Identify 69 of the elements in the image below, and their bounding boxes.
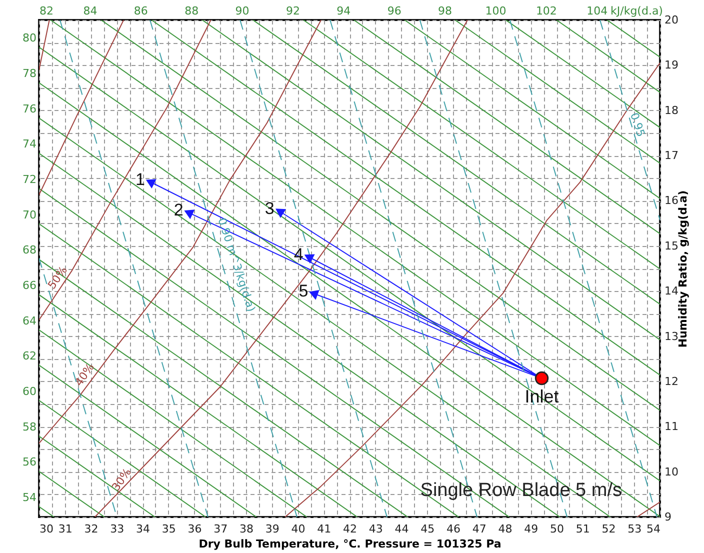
x-tick-label: 32 [84,522,98,536]
y-tick-label: 54 [22,491,36,504]
x-tick-label: 48 [498,522,512,536]
x2-tick-label: 104 [586,4,608,18]
x2-tick-label: 98 [438,4,452,18]
y-tick-label: 74 [22,138,36,151]
y2-tick-label: 14 [664,284,678,298]
x-tick-label: 44 [394,522,409,536]
x-tick-label: 36 [188,522,202,536]
x-tick-label: 38 [240,522,254,536]
y-tick-label: 66 [22,279,36,292]
x2-tick-label: 86 [134,4,148,18]
y2-tick-label: 9 [664,510,672,524]
x-tick-label: 42 [343,522,357,536]
x2-axis-title: kJ/kg(d.a) [610,4,663,18]
y2-tick-label: 20 [664,14,678,26]
x-tick-label: 52 [602,522,616,536]
y2-tick-label: 11 [664,420,678,434]
annotation: 0.95 [628,111,648,139]
x-tick-label: 31 [58,522,72,536]
x2-tick-label: 102 [536,4,557,18]
x-tick-label: 51 [576,522,590,536]
y-tick-label: 56 [22,456,36,469]
x-tick-label: 37 [214,522,228,536]
x-tick-label: 47 [472,522,486,536]
y2-tick-label: 13 [664,330,678,343]
x-tick-label: 35 [162,522,176,536]
x-tick-label: 33 [110,522,124,536]
y2-tick-label: 17 [664,149,678,162]
y-tick-label: 60 [22,385,36,398]
y2-tick-label: 12 [664,374,678,388]
x2-tick-label: 90 [235,4,250,18]
y-tick-label: 62 [22,350,36,363]
x-tick-label: 54 [646,522,660,536]
x-tick-label: 34 [136,522,150,536]
series-label: 2 [174,200,184,220]
x2-tick-label: 100 [485,4,506,18]
y-tick-label: 76 [22,102,36,116]
y-tick-label: 70 [22,208,36,222]
x-tick-label: 39 [265,522,280,536]
series-label: 5 [298,281,308,300]
x-tick-label: 45 [420,522,435,536]
x-tick-label: 49 [524,522,538,536]
x2-tick-label: 94 [336,4,351,18]
y-tick-label: 80 [22,32,36,45]
y-tick-label: 78 [22,67,36,80]
x2-tick-label: 96 [387,4,402,18]
x2-tick-label: 82 [40,4,54,18]
x-axis-title: Dry Bulb Temperature, °C. Pressure = 101325 Pa [198,538,502,550]
x-tick-label: 50 [550,522,564,536]
x-tick-label: 41 [317,522,332,536]
series-label: 1 [136,170,146,189]
x2-tick-label: 84 [83,4,98,18]
x-tick-label: 30 [40,522,54,536]
y2-tick-label: 18 [664,104,678,117]
y-tick-label: 58 [22,420,36,434]
y-tick-label: 64 [22,314,36,328]
x-tick-label: 43 [368,522,383,536]
x2-tick-label: 88 [184,4,199,18]
x-tick-label: 53 [628,522,642,536]
x2-tick-label: 92 [286,4,300,18]
y2-tick-label: 10 [664,465,678,478]
y2-tick-label: 15 [664,239,678,252]
x-tick-label: 40 [291,522,306,536]
x-tick-label: 46 [446,522,460,536]
y2-tick-label: 16 [664,194,678,208]
y2-tick-label: 19 [664,58,678,72]
y-tick-label: 68 [22,244,36,257]
y-tick-label: 72 [22,173,36,186]
